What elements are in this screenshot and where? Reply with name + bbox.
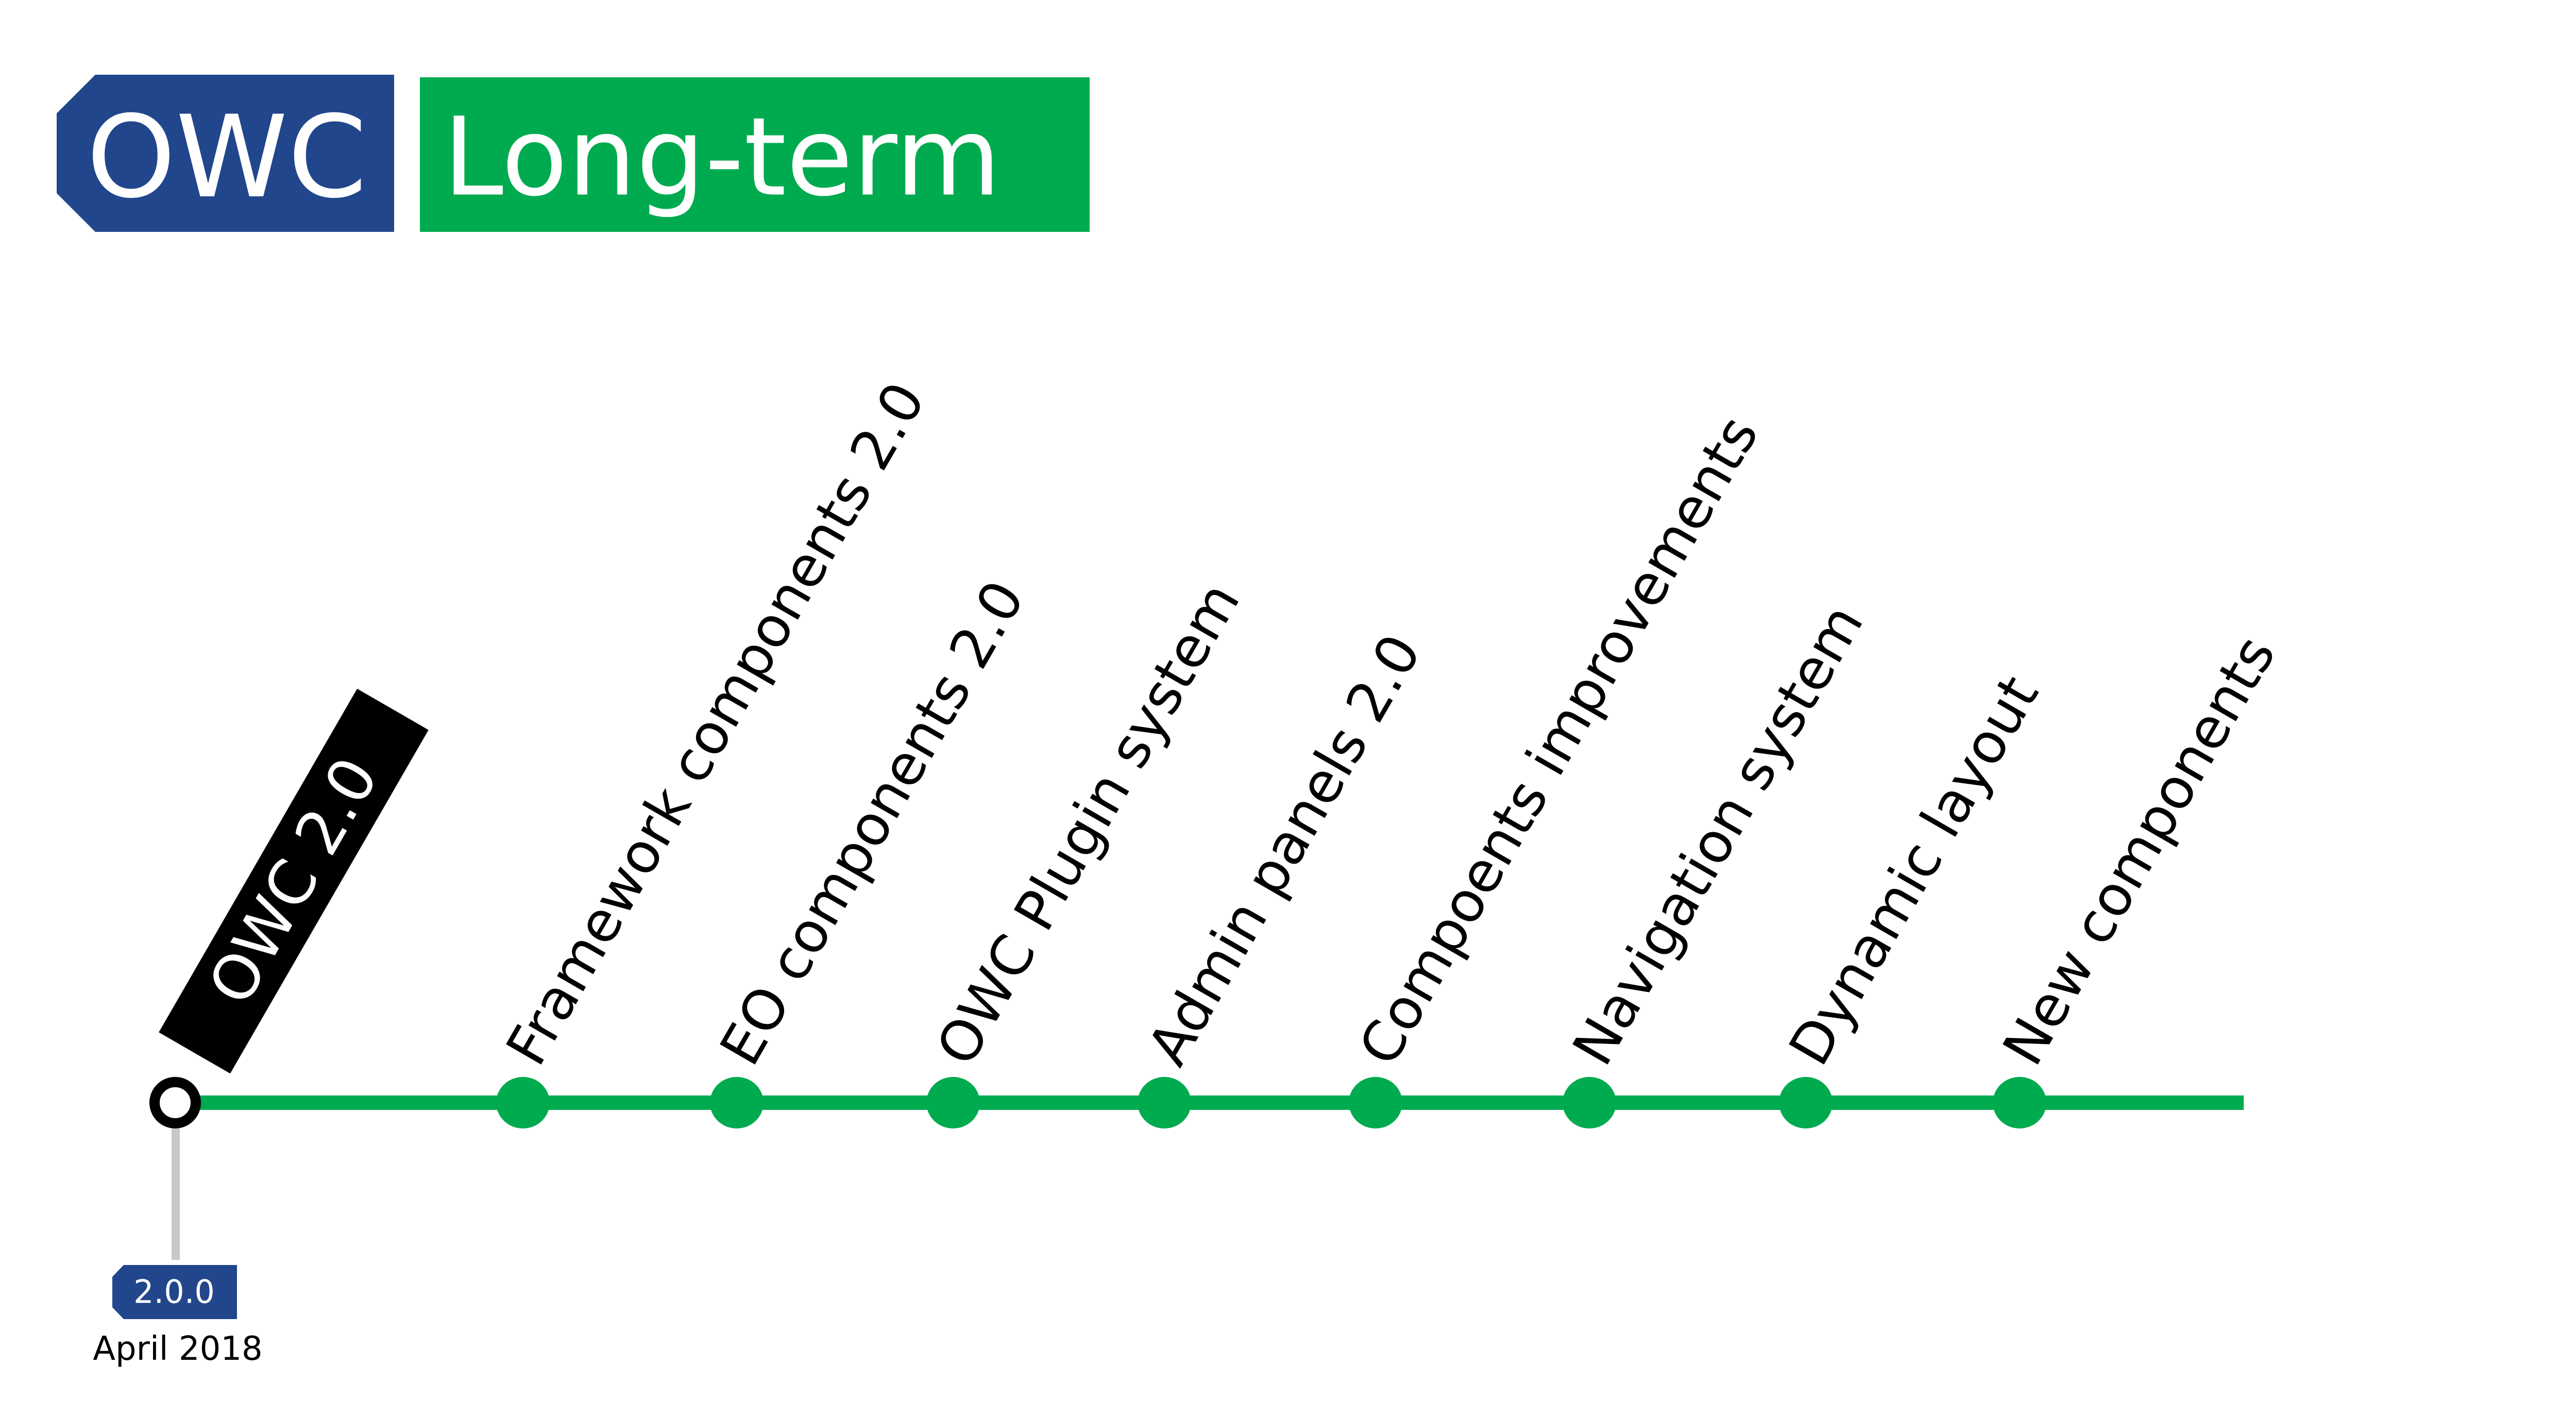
station-dot (1563, 1077, 1616, 1128)
station-label: Compoents improvements (1347, 406, 1771, 1076)
owc-badge (57, 75, 394, 232)
owc-badge-label: OWC (87, 91, 367, 223)
station-dot (1779, 1077, 1833, 1128)
title-banner (420, 77, 1090, 232)
station-dot (1349, 1077, 1402, 1128)
station-label: Framework components 2.0 (494, 372, 938, 1076)
station-dot (1138, 1077, 1191, 1128)
version-badge (112, 1265, 237, 1319)
release-connector (172, 1113, 180, 1260)
release-tag: OWC 2.0 (159, 688, 429, 1074)
stations: Framework components 2.0EO components 2.… (494, 372, 2288, 1128)
station-dot (1993, 1077, 2046, 1128)
station-dot (926, 1077, 980, 1128)
release-tag-label: OWC 2.0 (195, 746, 392, 1017)
timeline-line (175, 1095, 2244, 1110)
page-title: Long-term (443, 94, 1001, 221)
station-dot (496, 1077, 550, 1128)
header: OWC Long-term (57, 75, 1090, 232)
release-date: April 2018 (93, 1330, 263, 1368)
release-station-marker (149, 1077, 201, 1128)
release-tag-box (159, 688, 429, 1074)
version-label: 2.0.0 (133, 1273, 215, 1311)
station-dot (710, 1077, 764, 1128)
